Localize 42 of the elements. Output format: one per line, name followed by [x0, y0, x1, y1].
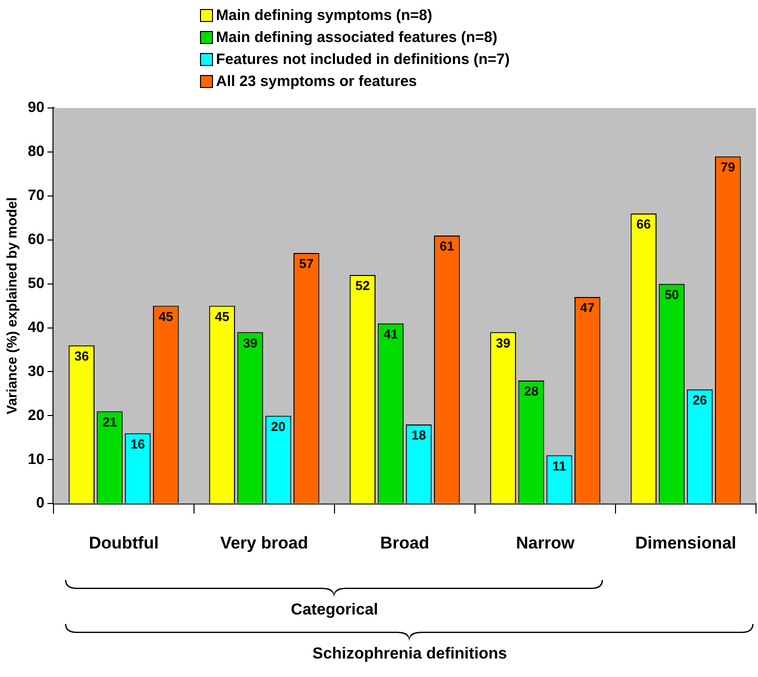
data-label: 28 — [524, 384, 538, 399]
y-tick-label: 80 — [28, 143, 44, 160]
data-label: 79 — [720, 159, 736, 174]
data-label: 16 — [130, 436, 146, 452]
y-tick-label: 70 — [28, 187, 44, 204]
legend-label: Main defining associated features (n=8) — [216, 28, 498, 46]
data-label: 39 — [242, 335, 258, 350]
data-label: 45 — [214, 308, 230, 324]
y-tick-label: 30 — [28, 362, 44, 380]
x-tick-label: Doubtful — [88, 533, 159, 552]
x-tick-label: Very broad — [220, 533, 308, 552]
data-label: 66 — [636, 216, 651, 232]
y-tick-label: 0 — [36, 494, 44, 512]
y-tick-label: 20 — [28, 406, 44, 424]
y-tick-label: 60 — [28, 231, 44, 248]
data-label: 41 — [383, 326, 398, 342]
data-label: 47 — [580, 300, 595, 316]
data-label: 11 — [552, 458, 566, 474]
legend-label: Main defining symptoms (n=8) — [216, 6, 432, 24]
y-tick-label: 50 — [28, 274, 44, 292]
y-axis-title: Variance (%) explained by model — [3, 197, 20, 414]
x-tick-label: Narrow — [516, 533, 576, 552]
data-label: 26 — [692, 392, 708, 408]
data-label: 20 — [271, 418, 286, 434]
y-tick-label: 40 — [28, 318, 44, 336]
text: Schizophrenia definitions — [312, 645, 508, 662]
data-label: 21 — [102, 414, 117, 430]
y-tick-label: 90 — [28, 99, 44, 116]
legend-label: All 23 symptoms or features — [216, 72, 417, 90]
data-label: 50 — [664, 286, 679, 302]
y-tick-label: 10 — [28, 450, 44, 468]
data-label: 18 — [412, 428, 426, 443]
text: Categorical — [290, 601, 378, 618]
data-label: 57 — [299, 256, 314, 272]
data-label: 52 — [355, 278, 370, 294]
x-tick-label: Broad — [380, 533, 430, 552]
x-tick-label: Dimensional — [635, 533, 736, 552]
data-label: 39 — [496, 335, 510, 350]
data-label: 45 — [158, 308, 174, 324]
legend-label: Features not included in definitions (n=7) — [216, 50, 510, 68]
data-label: 36 — [74, 348, 89, 364]
data-label: 61 — [440, 238, 454, 254]
